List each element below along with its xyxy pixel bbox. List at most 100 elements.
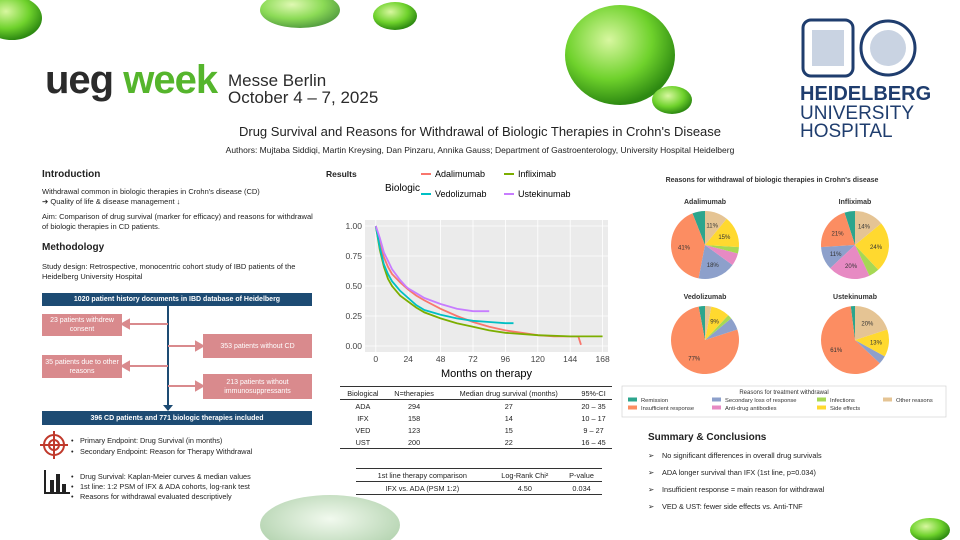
pie-name: Adalimumab — [684, 199, 726, 206]
pie-slice — [855, 223, 889, 270]
authors: Authors: Mujtaba Siddiqi, Martin Kreysin… — [225, 145, 735, 155]
table-cell: 4.50 — [488, 481, 562, 495]
y-tick-label: 0.50 — [345, 281, 362, 291]
table-header: 1st line therapy comparison — [356, 468, 489, 482]
section-heading: Methodology — [42, 242, 105, 253]
hospital-name: UNIVERSITY — [800, 103, 915, 124]
table-cell: 123 — [407, 425, 421, 435]
intro-line: Aim: Comparison of drug survival (marker… — [42, 212, 313, 231]
legend-swatch — [883, 397, 892, 402]
pie-slice — [705, 245, 739, 254]
pie-slice — [844, 211, 855, 245]
hospital-name: HEIDELBERG — [800, 83, 932, 105]
table-body: IFX vs. ADA (PSM 1:2) 4.50 0.034 — [356, 481, 602, 495]
legend-label: Secondary loss of response — [725, 398, 797, 404]
pie-legend-frame — [621, 385, 947, 418]
pie-label: 15% — [718, 235, 731, 241]
pie-slice — [855, 245, 879, 276]
table-cell: VED — [355, 425, 371, 435]
table-header: N=therapies — [385, 386, 443, 400]
pie-label: 20% — [861, 321, 874, 327]
section-heading: Results — [326, 169, 357, 179]
flow-box: 1020 patient history documents in IBD da… — [42, 293, 312, 306]
y-tick-label: 1.00 — [345, 221, 362, 231]
hospital-name: HOSPITAL — [800, 121, 893, 142]
pie-label: 77% — [688, 357, 701, 363]
table-cell: 15 — [504, 425, 513, 435]
method-item: 1st line: 1:2 PSM of IFX & ADA cohorts, … — [71, 482, 250, 491]
table-cell: IFX — [357, 413, 369, 423]
legend-title: Biologic — [385, 183, 420, 194]
x-tick-label: 96 — [501, 354, 511, 364]
legend-swatch — [817, 397, 826, 402]
legend-label: Side effects — [830, 406, 860, 412]
title: Drug Survival and Reasons for Withdrawal… — [238, 124, 722, 139]
km-curve — [374, 225, 514, 325]
legend-label: Infections — [830, 398, 855, 404]
section-heading: Summary & Conclusions — [648, 432, 767, 443]
section-heading: Introduction — [42, 169, 101, 180]
decor-blob — [0, 0, 42, 40]
table-cell: IFX vs. ADA (PSM 1:2) — [356, 481, 489, 495]
table-row: IFX 158 14 10 – 17 — [340, 412, 612, 424]
legend-label: Anti-drug antibodies — [725, 406, 777, 412]
table-cell: 20 – 35 — [581, 401, 606, 411]
decor-blob — [652, 86, 692, 114]
endpoint: Primary Endpoint: Drug Survival (in mont… — [71, 436, 222, 445]
table-cell: 14 — [504, 413, 513, 423]
pie-slice — [820, 306, 880, 374]
summary-item: ADA longer survival than IFX (1st line, … — [648, 468, 816, 477]
pie-slice — [705, 211, 727, 245]
table-cell: 0.034 — [561, 481, 602, 495]
legend-swatch — [712, 397, 721, 402]
pie-slice — [821, 245, 855, 269]
summary-item: VED & UST: fewer side effects vs. Anti-T… — [648, 502, 803, 511]
pie-label: 13% — [870, 340, 883, 346]
pie-slice — [705, 245, 738, 265]
pie-slice — [855, 211, 882, 245]
table-row: Biological N=therapies Median drug surviva… — [340, 386, 612, 400]
y-tick-label: 0.75 — [345, 251, 362, 261]
legend-label: Vedolizumab — [435, 189, 487, 199]
flow-box: 35 patients due to other reasons — [42, 355, 122, 378]
table-cell: 27 — [504, 401, 513, 411]
y-tick-label: 0.00 — [345, 341, 362, 351]
pie-label: 11% — [706, 224, 718, 230]
target-icon — [40, 431, 68, 459]
table-row: IFX vs. ADA (PSM 1:2) 4.50 0.034 — [356, 481, 602, 495]
legend-swatch — [712, 405, 721, 410]
pie-slice — [671, 306, 740, 374]
pie-slice — [671, 213, 705, 279]
table-header: Biological — [340, 386, 386, 400]
flow-box: 353 patients without CD — [203, 334, 312, 358]
pie-slice — [698, 306, 705, 340]
pie-label: 14% — [858, 224, 871, 230]
table-cell: 10 – 17 — [581, 413, 606, 423]
pie-label: 21% — [832, 232, 845, 238]
flow-box: 23 patients withdrew consent — [42, 314, 122, 336]
x-tick-label: 24 — [403, 354, 413, 364]
table-row: VED 123 15 9 – 27 — [340, 424, 612, 436]
table-cell: 294 — [407, 401, 421, 411]
pie-slice — [705, 306, 712, 340]
km-curve — [374, 225, 603, 338]
y-tick-label: 0.25 — [345, 311, 362, 321]
table-head: 1st line therapy comparison Log-Rank Chi²… — [356, 468, 602, 482]
endpoint: Secondary Endpoint: Reason for Therapy W… — [71, 447, 252, 456]
flow-arrows — [119, 318, 206, 392]
logo-ueg: ueg — [45, 58, 114, 102]
dates: October 4 – 7, 2025 — [228, 88, 379, 107]
flow-box: 213 patients without immunosuppressants — [203, 374, 312, 399]
table-row: 1st line therapy comparison Log-Rank Chi²… — [356, 468, 602, 482]
pie-label: 20% — [845, 264, 858, 270]
method-item: Drug Survival: Kaplan-Meier curves & med… — [71, 472, 251, 481]
method-text: Study design: Retrospective, monocentric… — [42, 262, 296, 281]
logo-week: week — [123, 58, 218, 102]
table-header: Log-Rank Chi² — [488, 468, 562, 482]
decor-blob — [565, 5, 675, 105]
venue: Messe Berlin — [228, 71, 327, 90]
flow-box: 396 CD patients and 771 biologic therapi… — [42, 411, 312, 425]
pie-slice — [850, 306, 855, 340]
